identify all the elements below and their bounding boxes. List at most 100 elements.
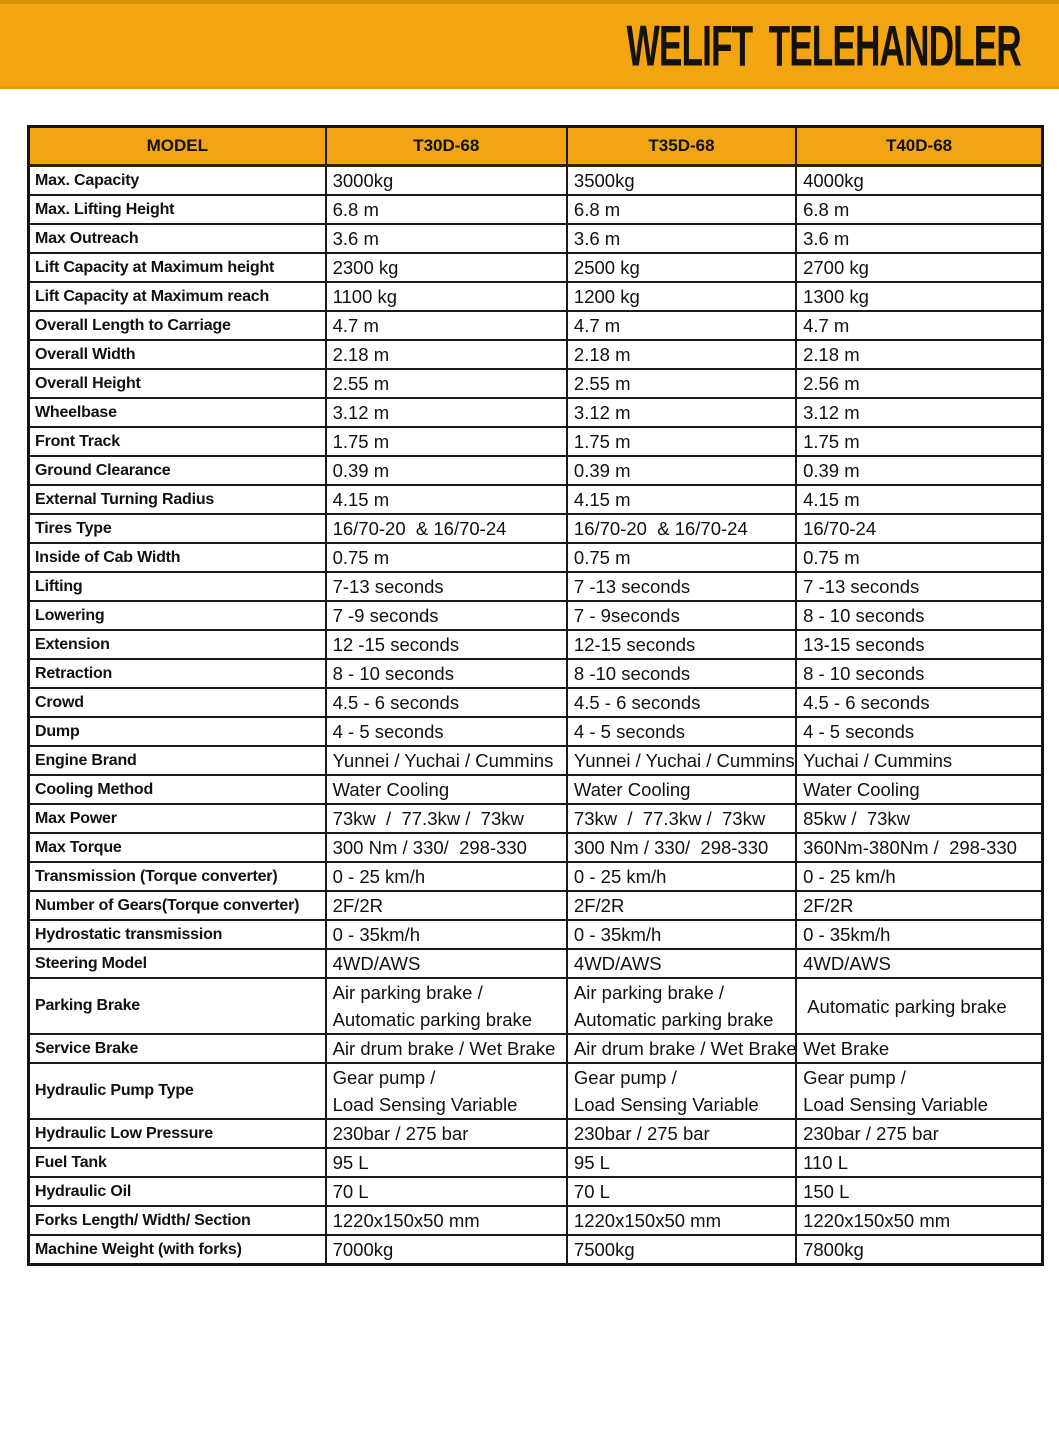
spec-cell-value: 230bar / 275 bar <box>565 1118 798 1149</box>
spec-table-body: Max. Capacity 3000kg 3500kg 4000kg Max. Lift… <box>27 164 1044 1266</box>
spec-row: Service Brake Air drum brake / Wet Brake A… <box>27 1033 1044 1064</box>
spec-cell-value: 4.15 m <box>324 484 568 515</box>
spec-cell-value: 4.15 m <box>795 484 1044 515</box>
spec-cell-value: 1.75 m <box>324 426 568 457</box>
spec-cell-value: 0 - 35km/h <box>565 919 798 950</box>
spec-cell-value: 300 Nm / 330/ 298-330 <box>565 832 798 863</box>
spec-cell-value: 85kw / 73kw <box>795 803 1044 834</box>
spec-row: Fuel Tank 95 L 95 L 110 L <box>27 1147 1044 1178</box>
spec-cell-value: 2.18 m <box>795 339 1044 370</box>
spec-cell-value: 0.75 m <box>565 542 798 573</box>
spec-cell-value: 7800kg <box>795 1234 1044 1266</box>
spec-cell-value: 3.6 m <box>324 223 568 254</box>
spec-row-label: Lifting <box>27 571 327 602</box>
spec-row-label: Wheelbase <box>27 397 327 428</box>
spec-row-label: Hydraulic Pump Type <box>27 1062 327 1120</box>
spec-row-label: Dump <box>27 716 327 747</box>
spec-cell-value: Air parking brake / Automatic parking br… <box>324 977 568 1035</box>
spec-cell-value: Yunnei / Yuchai / Cummins <box>565 745 798 776</box>
spec-cell-value: 6.8 m <box>324 194 568 225</box>
spec-cell-value: 73kw / 77.3kw / 73kw <box>324 803 568 834</box>
spec-cell-value: 16/70-24 <box>795 513 1044 544</box>
spec-cell-value: 1200 kg <box>565 281 798 312</box>
spec-cell-value: 4.7 m <box>795 310 1044 341</box>
spec-cell-value: 70 L <box>565 1176 798 1207</box>
spec-table: MODEL T30D-68 T35D-68 T40D-68 Max. Capac… <box>27 125 1044 1266</box>
spec-cell-value: Wet Brake <box>795 1033 1044 1064</box>
spec-row-label: Ground Clearance <box>27 455 327 486</box>
spec-row-label: Hydrostatic transmission <box>27 919 327 950</box>
spec-cell-value: Gear pump / Load Sensing Variable <box>324 1062 568 1120</box>
spec-row: Lift Capacity at Maximum reach 1100 kg 120… <box>27 281 1044 312</box>
spec-row-label: Hydraulic Oil <box>27 1176 327 1207</box>
spec-row: Transmission (Torque converter) 0 - 25 km… <box>27 861 1044 892</box>
spec-row: Engine Brand Yunnei / Yuchai / Cummins Yun… <box>27 745 1044 776</box>
spec-cell-value: 1300 kg <box>795 281 1044 312</box>
spec-row-label: Engine Brand <box>27 745 327 776</box>
spec-cell-value: 0.39 m <box>795 455 1044 486</box>
spec-row: Forks Length/ Width/ Section 1220x150x50 … <box>27 1205 1044 1236</box>
spec-cell-value: 0.39 m <box>565 455 798 486</box>
spec-cell-value: 8 - 10 seconds <box>324 658 568 689</box>
spec-cell-value: 7-13 seconds <box>324 571 568 602</box>
spec-cell-value: 4.7 m <box>324 310 568 341</box>
spec-row-label: Inside of Cab Width <box>27 542 327 573</box>
spec-row: Lowering 7 -9 seconds 7 - 9seconds 8 - 10 s… <box>27 600 1044 631</box>
spec-row-label: Extension <box>27 629 327 660</box>
spec-cell-value: 7500kg <box>565 1234 798 1266</box>
spec-cell-value: Automatic parking brake <box>795 977 1044 1035</box>
spec-row: Hydrostatic transmission 0 - 35km/h 0 - 35… <box>27 919 1044 950</box>
spec-cell-value: 4.5 - 6 seconds <box>565 687 798 718</box>
spec-row: Hydraulic Oil 70 L 70 L 150 L <box>27 1176 1044 1207</box>
spec-row-label: Transmission (Torque converter) <box>27 861 327 892</box>
spec-row-label: Max. Lifting Height <box>27 194 327 225</box>
spec-cell-value: Water Cooling <box>565 774 798 805</box>
spec-cell-value: 3500kg <box>565 164 798 196</box>
spec-cell-value: 3.12 m <box>565 397 798 428</box>
spec-cell-value: 8 -10 seconds <box>565 658 798 689</box>
brand-title: WELIFT TELEHANDLER <box>626 12 1022 78</box>
spec-cell-value: 3.12 m <box>324 397 568 428</box>
spec-cell-value: 230bar / 275 bar <box>795 1118 1044 1149</box>
spec-cell-value: 4.15 m <box>565 484 798 515</box>
spec-row-label: Max Power <box>27 803 327 834</box>
spec-cell-value: 2.55 m <box>324 368 568 399</box>
spec-row: Inside of Cab Width 0.75 m 0.75 m 0.75 m <box>27 542 1044 573</box>
spec-row: Retraction 8 - 10 seconds 8 -10 seconds 8 -… <box>27 658 1044 689</box>
spec-cell-value: 150 L <box>795 1176 1044 1207</box>
spec-row: Tires Type 16/70-20 & 16/70-24 16/70-20 & … <box>27 513 1044 544</box>
spec-row: Cooling Method Water Cooling Water Cooling… <box>27 774 1044 805</box>
spec-cell-value: 2.18 m <box>565 339 798 370</box>
spec-cell-value: Gear pump / Load Sensing Variable <box>795 1062 1044 1120</box>
spec-cell-value: 2.56 m <box>795 368 1044 399</box>
spec-cell-value: Air drum brake / Wet Brake <box>324 1033 568 1064</box>
spec-cell-value: 0.75 m <box>324 542 568 573</box>
header-cell-t40d68: T40D-68 <box>795 125 1044 167</box>
spec-row-label: Steering Model <box>27 948 327 979</box>
spec-cell-value: Water Cooling <box>324 774 568 805</box>
spec-cell-value: 7000kg <box>324 1234 568 1266</box>
spec-row-label: Max Torque <box>27 832 327 863</box>
spec-row-label: Overall Length to Carriage <box>27 310 327 341</box>
spec-cell-value: 300 Nm / 330/ 298-330 <box>324 832 568 863</box>
spec-row: Max Power 73kw / 77.3kw / 73kw 73kw / 77.3… <box>27 803 1044 834</box>
header-cell-t35d68: T35D-68 <box>565 125 798 167</box>
spec-cell-value: 7 -13 seconds <box>565 571 798 602</box>
spec-cell-value: 360Nm-380Nm / 298-330 <box>795 832 1044 863</box>
spec-row: Hydraulic Low Pressure 230bar / 275 bar 23… <box>27 1118 1044 1149</box>
spec-row-label: Forks Length/ Width/ Section <box>27 1205 327 1236</box>
spec-cell-value: 16/70-20 & 16/70-24 <box>324 513 568 544</box>
spec-row-label: Tires Type <box>27 513 327 544</box>
spec-row: Dump 4 - 5 seconds 4 - 5 seconds 4 - 5 seco… <box>27 716 1044 747</box>
spec-cell-value: 7 -13 seconds <box>795 571 1044 602</box>
spec-cell-value: 4000kg <box>795 164 1044 196</box>
spec-row: Max. Capacity 3000kg 3500kg 4000kg <box>27 164 1044 196</box>
spec-cell-value: 70 L <box>324 1176 568 1207</box>
spec-cell-value: 0 - 35km/h <box>324 919 568 950</box>
spec-row: Overall Width 2.18 m 2.18 m 2.18 m <box>27 339 1044 370</box>
spec-row: Front Track 1.75 m 1.75 m 1.75 m <box>27 426 1044 457</box>
spec-cell-value: 2500 kg <box>565 252 798 283</box>
spec-cell-value: 6.8 m <box>565 194 798 225</box>
spec-cell-value: 4WD/AWS <box>795 948 1044 979</box>
spec-row: Parking Brake Air parking brake / Automat… <box>27 977 1044 1035</box>
